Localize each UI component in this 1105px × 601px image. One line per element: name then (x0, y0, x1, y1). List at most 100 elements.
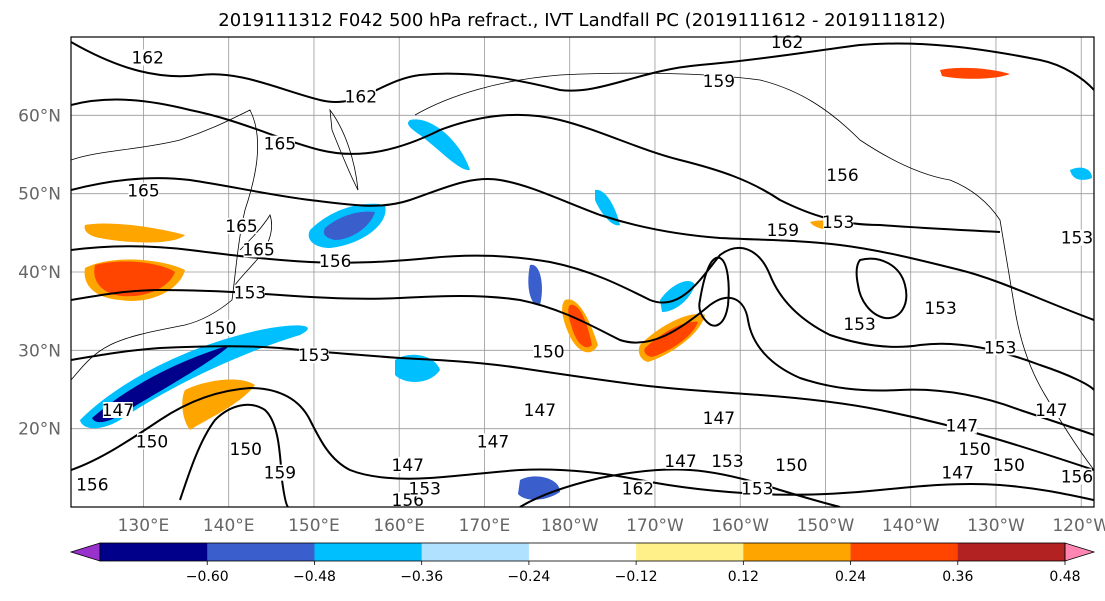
contour-label: 153 (711, 452, 743, 472)
contour-label-bg (226, 217, 257, 234)
colorbar-extend-low (69, 542, 101, 562)
contour-label-bg (77, 476, 108, 493)
shading-blue-gulf (595, 189, 620, 226)
lat-tick-label: 40°N (18, 263, 61, 283)
contour-label-bg (132, 49, 163, 66)
colorbar-bin (421, 543, 530, 561)
colorbar-bin (207, 543, 315, 561)
lon-tick-label: 180°W (541, 516, 599, 536)
contour-label: 153 (984, 338, 1016, 358)
lon-tick-label: 170°E (459, 516, 511, 536)
contour-label: 150 (136, 432, 168, 452)
contour-label: 156 (1061, 468, 1093, 488)
shading-orange-nw (84, 223, 185, 243)
colorbar-tick-label: −0.36 (400, 569, 443, 585)
contour-label-bg (136, 433, 167, 450)
contour-label-bg (235, 284, 266, 301)
contour-label: 153 (1061, 229, 1093, 249)
contour-label: 150 (958, 440, 990, 460)
contour-label: 153 (234, 284, 266, 304)
contour-line (179, 403, 289, 507)
lat-tick-label: 20°N (18, 420, 61, 440)
contour-label: 165 (127, 182, 159, 202)
contour-label-bg (533, 343, 564, 360)
contour-label-bg (925, 300, 956, 317)
contour-label-bg (264, 135, 295, 152)
colorbar-tick-label: 0.12 (728, 569, 759, 585)
contour-label-bg (772, 33, 803, 50)
colorbar-bin (957, 543, 1066, 561)
contour-line (71, 41, 1094, 103)
colorbar-bin (100, 543, 208, 561)
contour-label: 147 (477, 432, 509, 452)
contour-label: 162 (131, 49, 163, 69)
contour-label-bg (128, 182, 159, 199)
contour-label-bg (1061, 468, 1092, 485)
contour-label: 147 (392, 456, 424, 476)
lon-tick-label: 160°E (373, 516, 425, 536)
contour-label: 147 (1035, 401, 1067, 421)
colorbar-frame (99, 542, 1066, 562)
contour-label-bg (1036, 402, 1067, 418)
contour-label: 162 (771, 33, 803, 53)
coast-kamchatka (329, 108, 359, 191)
colorbar-tick-label: −0.48 (293, 569, 336, 585)
contour-label: 150 (993, 456, 1025, 476)
contour-label: 147 (703, 409, 735, 429)
contour-label: 150 (775, 456, 807, 476)
contour-label: 153 (924, 299, 956, 319)
contour-label: 147 (524, 401, 556, 421)
contour-label: 156 (76, 475, 108, 495)
contour-label: 159 (264, 464, 296, 484)
contour-label-bg (264, 464, 295, 481)
contour-label-bg (524, 402, 555, 418)
contour-line (71, 288, 1094, 436)
lat-tick-label: 30°N (18, 341, 61, 361)
shading-blue-south (395, 354, 440, 382)
map-frame (70, 36, 1095, 508)
shading-orange-north (940, 67, 1010, 79)
lon-tick-label: 140°E (203, 516, 255, 536)
shading-blue-alaska (408, 119, 470, 171)
contour-label-bg (230, 441, 261, 458)
colorbar: −0.60 −0.48 −0.36 −0.24 −0.12 0.12 0.24 0.36 0.4… (69, 542, 1096, 585)
contour-line (71, 345, 1094, 471)
lon-tick-label: 130°W (967, 516, 1025, 536)
lon-tick-label: 120°W (1052, 516, 1105, 536)
contour-label-bg (993, 456, 1024, 473)
contour-label: 162 (622, 479, 654, 499)
contour-label: 147 (946, 417, 978, 437)
contour-label: 153 (822, 213, 854, 233)
contour-label: 165 (225, 217, 257, 237)
contour-label-bg (767, 221, 798, 238)
contour-label-bg (205, 319, 236, 336)
contour-line (855, 257, 908, 320)
contour-label: 159 (767, 221, 799, 241)
contour-label: 147 (664, 452, 696, 472)
colorbar-bin (314, 543, 423, 561)
contour-label-bg (946, 417, 977, 434)
colorbar-tick-label: 0.36 (942, 569, 973, 585)
longitude-axis: 130°E 140°E 150°E 160°E 170°E 180°W 170°W 160°W… (118, 516, 1105, 536)
contour-label-bg (392, 456, 423, 473)
colorbar-bin (636, 543, 744, 561)
colorbar-tick-label: −0.24 (507, 569, 550, 585)
contour-label-bg (823, 214, 854, 230)
lon-tick-label: 150°W (797, 516, 855, 536)
contour-label: 147 (941, 464, 973, 484)
lon-tick-label: 170°W (626, 516, 684, 536)
colorbar-bin (743, 543, 852, 561)
contour-label-bg (827, 167, 858, 183)
contour-label: 162 (345, 88, 377, 108)
contour-label-bg (959, 441, 990, 458)
shading-blue-nw-small (528, 264, 542, 306)
map-panel: 1621621621591651651651651561561531531591… (70, 33, 1095, 511)
contour-label: 147 (102, 401, 134, 421)
contour-label: 165 (242, 240, 274, 260)
contour-label-bg (1061, 229, 1092, 246)
contour-label-bg (622, 480, 653, 497)
contour-line (519, 468, 841, 507)
shading-blue-ne (1070, 167, 1092, 180)
colorbar-tick-label: −0.12 (615, 569, 658, 585)
